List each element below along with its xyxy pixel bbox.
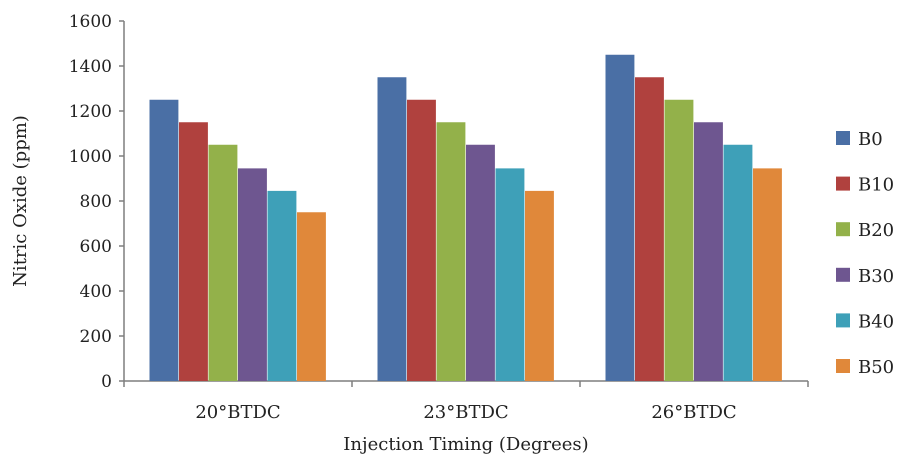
legend-label: B40: [858, 311, 894, 332]
bar-b40-2: [495, 168, 525, 381]
bar-b20-3: [664, 99, 694, 381]
legend-swatch: [836, 131, 850, 145]
x-category-label: 20°BTDC: [195, 402, 280, 423]
bar-b20-1: [208, 144, 238, 381]
y-tick-label: 1200: [69, 102, 112, 122]
x-category-label: 26°BTDC: [651, 402, 736, 423]
bar-b50-1: [297, 212, 326, 381]
legend-swatch: [836, 176, 850, 191]
legend-swatch: [836, 222, 850, 237]
y-tick-label: 1400: [69, 57, 112, 77]
bar-b50-2: [525, 190, 554, 381]
bar-b30-3: [694, 122, 723, 381]
x-category-label: 23°BTDC: [423, 402, 508, 423]
legend: B0 B10 B20 B30 B40 B50: [836, 129, 894, 378]
y-tick-label: 0: [101, 372, 112, 392]
legend-swatch: [836, 313, 850, 328]
bar-b0-1: [149, 99, 179, 381]
legend-label: B10: [858, 175, 894, 196]
bar-b40-3: [723, 144, 753, 381]
bar-b20-2: [436, 122, 466, 381]
y-tick-label: 1000: [69, 147, 112, 167]
bars: [149, 54, 782, 381]
bar-b10-2: [407, 99, 436, 381]
legend-swatch: [836, 359, 850, 373]
bar-b0-2: [377, 77, 407, 381]
legend-label: B30: [858, 266, 894, 287]
x-ticks: 20°BTDC 23°BTDC 26°BTDC: [123, 381, 809, 423]
legend-label: B50: [858, 357, 894, 378]
bar-b40-1: [267, 190, 297, 381]
bar-b0-3: [605, 54, 635, 381]
legend-swatch: [836, 267, 850, 282]
bar-b50-3: [753, 168, 782, 381]
x-axis-title: Injection Timing (Degrees): [343, 434, 588, 455]
legend-label: B20: [858, 220, 894, 241]
y-tick-label: 800: [80, 192, 112, 212]
bar-b30-1: [238, 168, 267, 381]
y-ticks: 0 200 400 600 800 1000 1200 1400 1600: [69, 12, 124, 392]
y-axis-title: Nitric Oxide (ppm): [10, 115, 31, 287]
y-tick-label: 1600: [69, 12, 112, 32]
legend-label: B0: [858, 129, 883, 150]
y-tick-label: 400: [80, 282, 112, 302]
y-tick-label: 600: [80, 237, 112, 257]
y-tick-label: 200: [80, 327, 112, 347]
bar-b30-2: [466, 144, 495, 381]
bar-b10-3: [635, 77, 664, 381]
bar-b10-1: [179, 122, 208, 381]
